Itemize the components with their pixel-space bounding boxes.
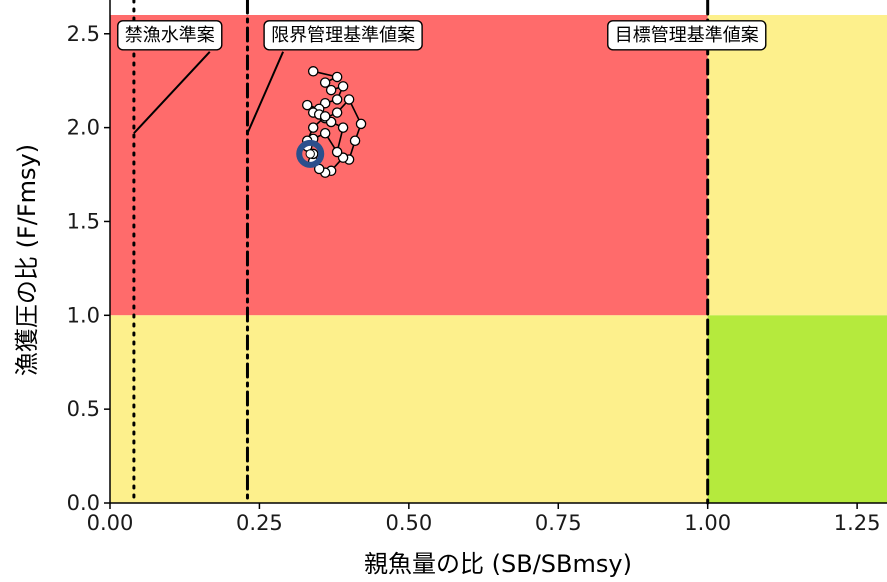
annotation-box bbox=[117, 20, 223, 51]
data-point bbox=[307, 66, 319, 77]
annotation-leader-line bbox=[246, 51, 285, 134]
zone-yellow-upper-right bbox=[707, 15, 887, 316]
data-point bbox=[307, 122, 319, 133]
data-point bbox=[355, 118, 367, 130]
x-tick-label: 1.00 bbox=[684, 511, 731, 535]
data-point bbox=[331, 107, 343, 118]
data-point bbox=[337, 81, 349, 92]
data-point bbox=[301, 99, 313, 111]
data-point bbox=[319, 77, 331, 88]
data-point bbox=[319, 127, 331, 139]
latest-point bbox=[305, 149, 315, 159]
annotation-leader-line bbox=[133, 51, 211, 134]
data-point bbox=[331, 71, 343, 83]
y-axis-title: 漁獲圧の比 (F/Fmsy) bbox=[13, 144, 41, 376]
data-point bbox=[331, 146, 343, 158]
data-point bbox=[343, 94, 355, 105]
annotation-label: 禁漁水準案 bbox=[117, 20, 223, 51]
y-tick-label: 1.0 bbox=[67, 303, 100, 327]
zone-green bbox=[707, 315, 887, 503]
x-tick-label: 0.75 bbox=[535, 511, 582, 535]
data-point bbox=[325, 84, 337, 96]
x-tick-label: 1.25 bbox=[834, 511, 881, 535]
annotation-label: 限界管理基準値案 bbox=[263, 20, 423, 51]
data-point bbox=[319, 111, 331, 122]
reference-annotations: 禁漁水準案 限界管理基準値案 目標管理基準値案 bbox=[117, 20, 767, 134]
y-tick-label: 2.0 bbox=[67, 116, 100, 140]
zone-yellow-lower-left bbox=[110, 315, 708, 503]
annotation-label: 目標管理基準値案 bbox=[607, 20, 767, 51]
zone-red bbox=[110, 15, 708, 316]
data-point bbox=[337, 122, 349, 133]
latest-point-highlight bbox=[296, 139, 325, 168]
annotation-box bbox=[263, 20, 423, 51]
x-tick-label: 0.50 bbox=[385, 511, 432, 535]
reference-lines bbox=[132, 0, 710, 505]
x-tick-label: 0.25 bbox=[236, 511, 283, 535]
annotation-text: 禁漁水準案 bbox=[125, 25, 215, 46]
y-tick-label: 2.5 bbox=[67, 22, 100, 46]
y-tick-label: 0.5 bbox=[67, 397, 100, 421]
annotation-text: 限界管理基準値案 bbox=[271, 25, 415, 46]
annotation-box bbox=[607, 20, 767, 51]
y-tick-label: 0.0 bbox=[67, 491, 100, 515]
data-point bbox=[331, 94, 343, 105]
data-point bbox=[349, 135, 361, 147]
y-tick-label: 1.5 bbox=[67, 209, 100, 233]
latest-point-ring bbox=[296, 139, 325, 168]
annotation-text: 目標管理基準値案 bbox=[615, 25, 759, 46]
background-zones bbox=[110, 15, 887, 503]
axes: 0.00 0.25 0.50 0.75 1.00 1.25 0.0 0.5 1.0 1.5 2.0 2… bbox=[67, 0, 887, 535]
x-axis-title: 親魚量の比 (SB/SBmsy) bbox=[364, 550, 632, 578]
x-tick-label: 0.00 bbox=[87, 511, 134, 535]
